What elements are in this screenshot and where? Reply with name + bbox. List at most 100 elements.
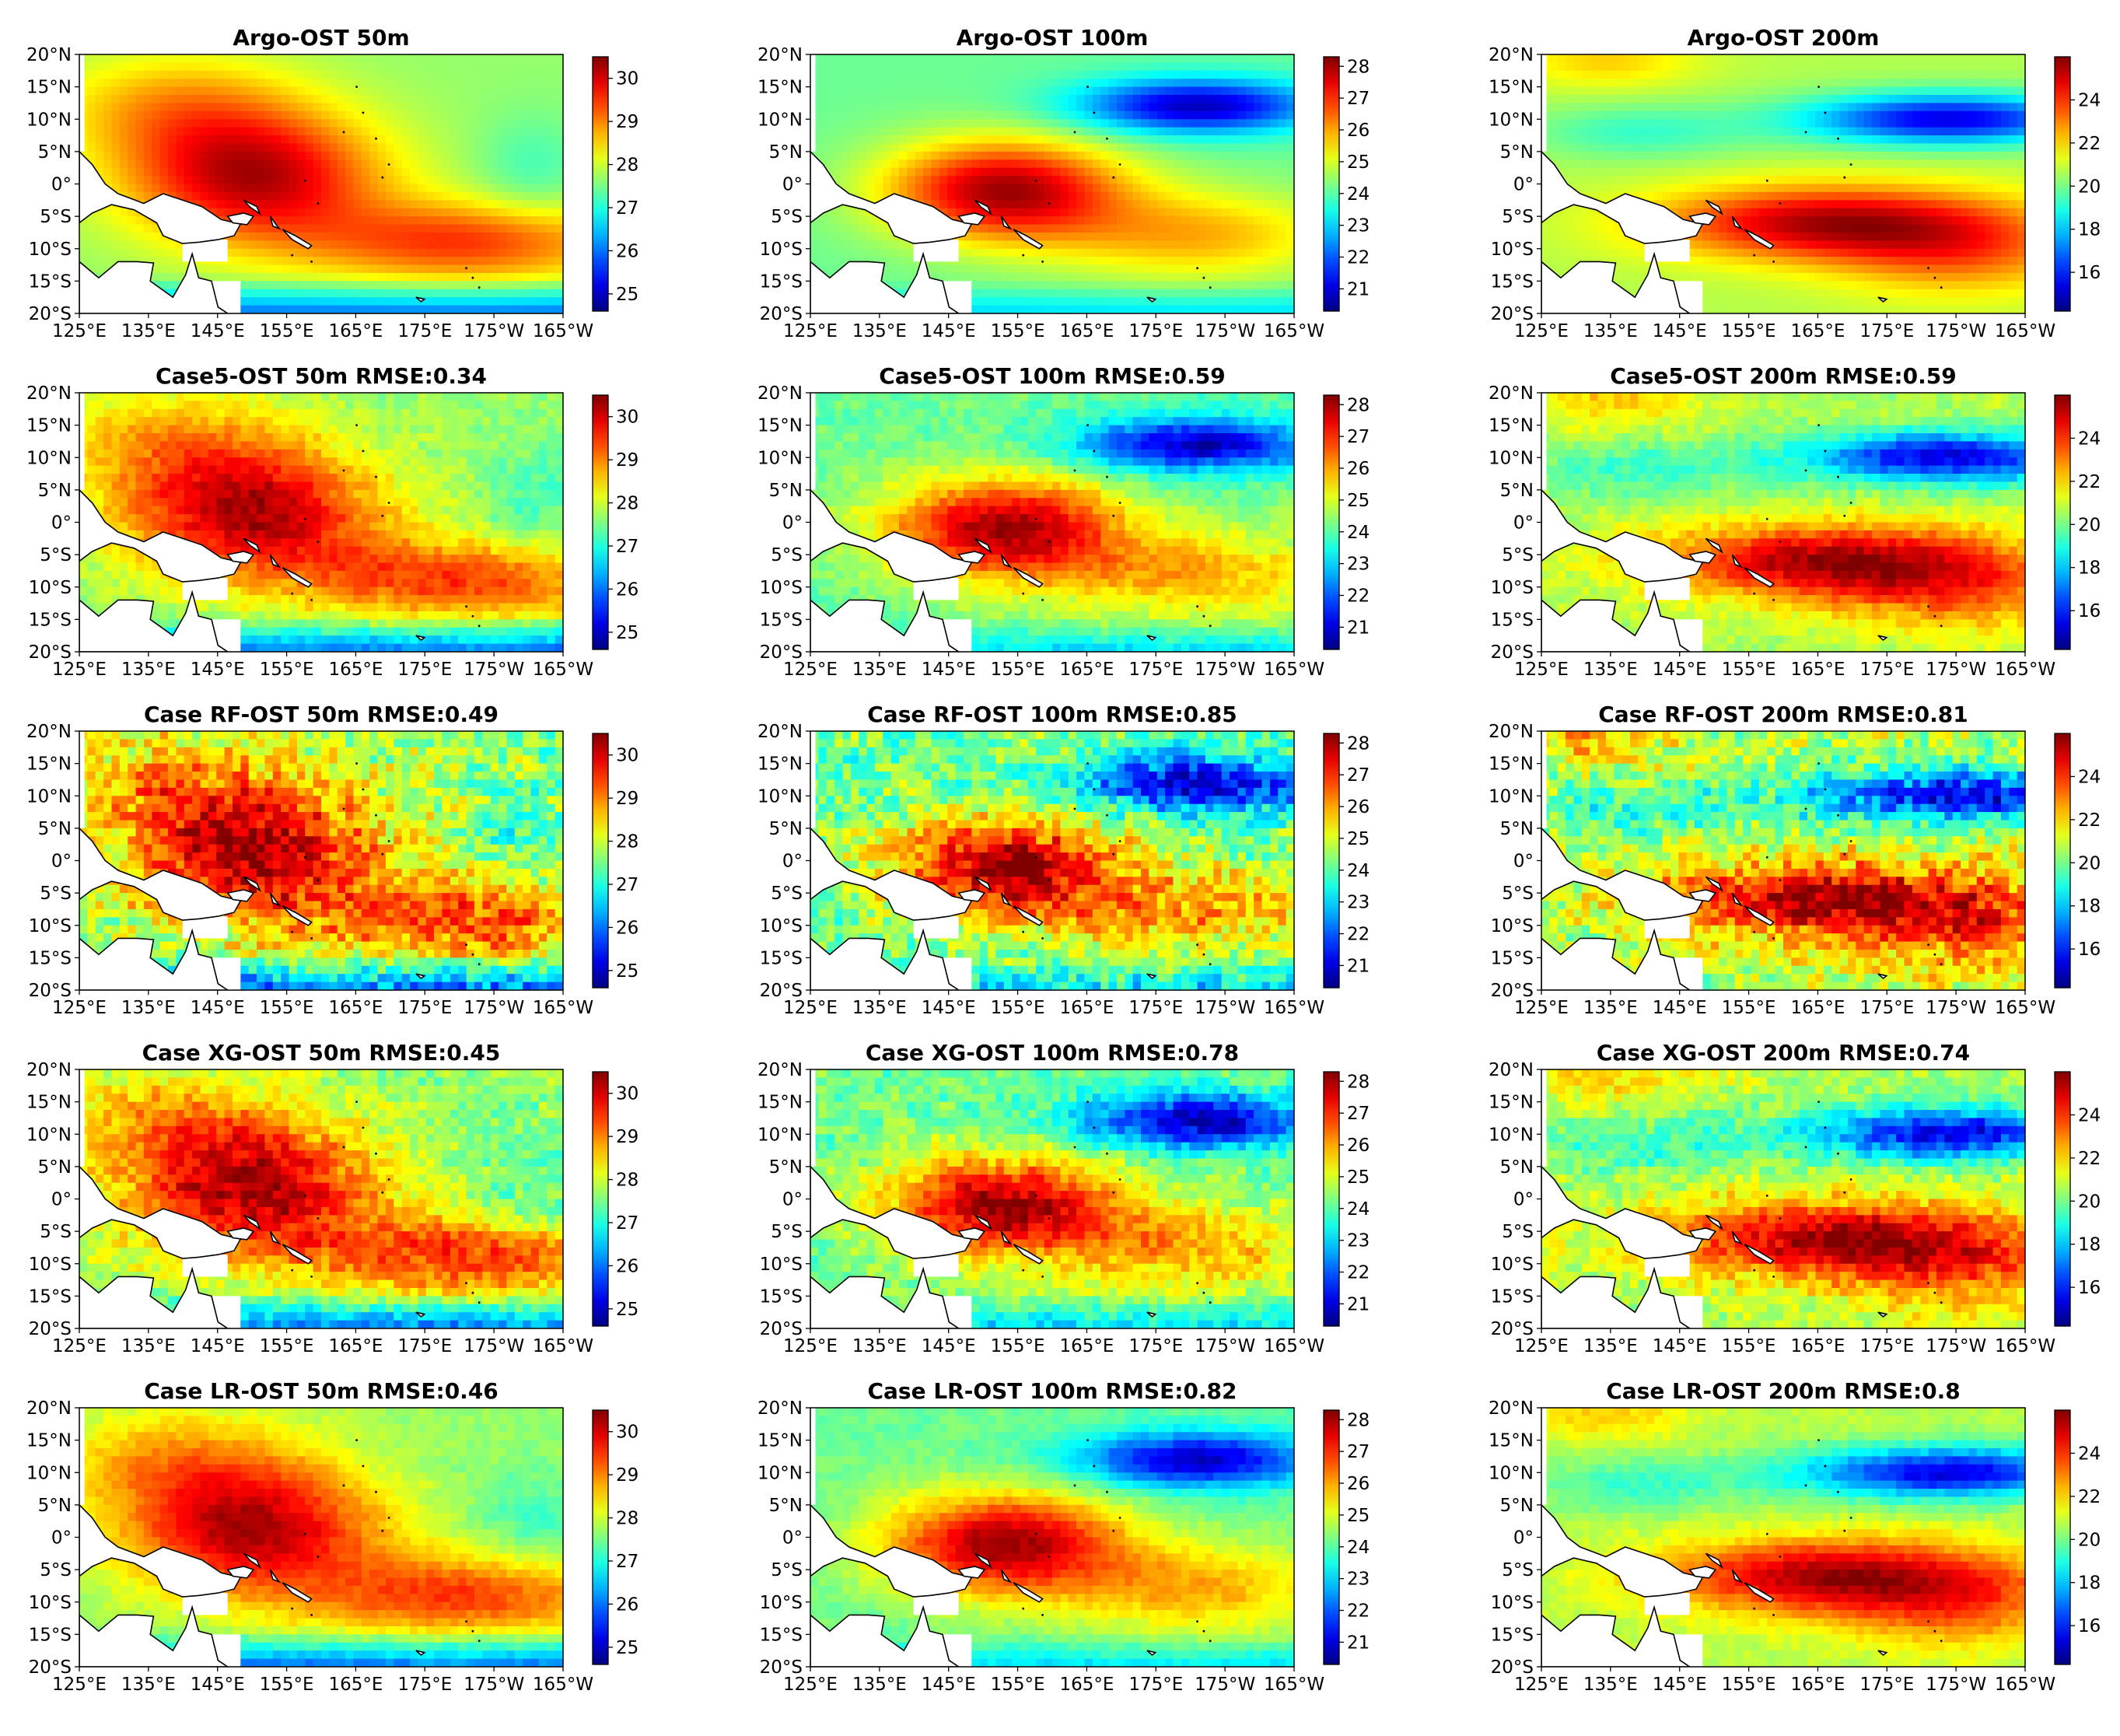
land-outline	[243, 537, 262, 555]
island-marker	[1927, 1282, 1929, 1285]
island-marker	[1940, 1301, 1943, 1304]
lon-tick-label: 135°E	[852, 1336, 907, 1356]
lat-tick-label: 5°N	[38, 819, 72, 839]
island-marker	[1022, 1607, 1025, 1610]
temperature-field	[1541, 1069, 2025, 1328]
lon-tick-label: 165°W	[533, 1675, 593, 1695]
island-marker	[303, 517, 306, 520]
island-marker	[1927, 1620, 1929, 1623]
lat-tick-label: 15°S	[1491, 610, 1534, 630]
colorbar-tick-label: 28	[616, 494, 638, 514]
land-outline	[1541, 251, 1691, 313]
island-marker	[465, 1282, 467, 1285]
colorbar-tick-label: 28	[616, 1171, 638, 1191]
land-outline	[1705, 537, 1724, 555]
island-marker	[465, 605, 467, 608]
colorbar-tick-label: 18	[2078, 897, 2101, 917]
panel-title: Argo-OST 100m	[957, 25, 1149, 51]
land-outline	[810, 150, 973, 244]
island-marker	[1843, 514, 1846, 517]
lat-tick-label: 5°N	[1500, 481, 1534, 501]
lon-tick-label: 125°E	[52, 998, 107, 1018]
land-outline	[1688, 212, 1717, 226]
lat-tick-label: 20°N	[1489, 1398, 1534, 1419]
colorbar: 30 29 28 27 26 25	[592, 1071, 638, 1327]
colorbar: 28 27 26 25 24 23 22 21	[1323, 733, 1370, 989]
lat-tick-label: 15°N	[757, 416, 803, 436]
lon-tick-label: 165°W	[1995, 660, 2055, 680]
island-marker	[1118, 1178, 1121, 1181]
land-outline	[1000, 1230, 1013, 1245]
island-marker	[471, 1291, 474, 1294]
lat-tick-label: 5°S	[771, 1222, 803, 1242]
colorbar-tick-label: 27	[616, 1552, 638, 1572]
island-marker	[1073, 807, 1076, 810]
panel-title: Case XG-OST 200m RMSE:0.74	[1597, 1040, 1970, 1066]
land-outline	[226, 1227, 255, 1241]
land-outline	[810, 251, 960, 313]
island-marker	[291, 1269, 294, 1272]
island-marker	[1804, 807, 1807, 810]
lat-tick-label: 5°N	[1500, 1496, 1534, 1516]
land-outline	[957, 1227, 986, 1241]
land-outline	[1688, 551, 1717, 564]
colorbar-tick-label: 28	[1347, 1410, 1370, 1430]
island-marker	[1843, 1529, 1846, 1532]
panel-title: Argo-OST 200m	[1688, 25, 1880, 51]
lon-tick-label: 175°E	[397, 1336, 452, 1356]
lat-tick-label: 20°N	[1489, 45, 1534, 65]
island-marker	[1086, 86, 1089, 88]
lon-tick-label: 175°W	[464, 1675, 524, 1695]
land-outline	[1705, 1552, 1724, 1570]
colorbar-tick-label: 18	[2078, 1573, 2101, 1594]
land-outline	[974, 1552, 993, 1570]
lat-tick-label: 15°S	[29, 1286, 72, 1307]
lon-tick-label: 155°E	[260, 660, 314, 680]
lat-tick-label: 15°S	[29, 610, 72, 630]
lat-tick-label: 10°N	[26, 1125, 72, 1145]
land-outline	[79, 928, 229, 990]
land-outline	[1744, 905, 1775, 926]
land-outline	[1013, 229, 1044, 250]
island-marker	[1779, 541, 1782, 543]
island-marker	[1112, 1191, 1115, 1194]
colorbar: 30 29 28 27 26 25	[592, 733, 638, 989]
island-marker	[342, 1484, 345, 1487]
lat-tick-label: 15°N	[26, 1093, 72, 1113]
lat-tick-label: 15°S	[760, 948, 803, 968]
island-marker	[1118, 840, 1121, 842]
lat-tick-label: 5°N	[769, 142, 803, 163]
map-panel: Case LR-OST 100m RMSE:0.82 20°N 15°N 10°N 5°…	[757, 1378, 1370, 1695]
island-marker	[1753, 254, 1756, 257]
island-marker	[1209, 625, 1212, 628]
lon-tick-label: 175°W	[1195, 1675, 1255, 1695]
colorbar-tick-label: 20	[2078, 177, 2101, 197]
lat-tick-label: 0°	[51, 1190, 72, 1210]
land-outline	[415, 1311, 426, 1318]
island-marker	[1824, 1465, 1827, 1468]
island-marker	[1034, 1532, 1037, 1535]
island-marker	[291, 930, 294, 933]
island-marker	[471, 276, 474, 279]
land-outline	[282, 905, 313, 926]
island-marker	[1048, 541, 1051, 543]
lat-tick-label: 20°S	[1491, 642, 1534, 663]
lat-tick-label: 10°N	[757, 448, 803, 468]
land-outline	[1146, 973, 1157, 980]
lat-tick-label: 10°S	[1491, 1255, 1534, 1275]
island-marker	[1034, 517, 1037, 520]
panel-title: Case5-OST 200m RMSE:0.59	[1610, 363, 1956, 389]
lat-tick-label: 5°S	[40, 884, 72, 904]
lon-tick-label: 145°E	[1653, 998, 1707, 1018]
island-marker	[387, 840, 390, 842]
lat-tick-label: 10°N	[757, 1463, 803, 1483]
island-marker	[1849, 502, 1852, 504]
island-marker	[1022, 592, 1025, 595]
island-marker	[1837, 475, 1839, 478]
island-marker	[1041, 1276, 1044, 1278]
lat-tick-label: 5°S	[771, 545, 803, 565]
land-outline	[1541, 1165, 1704, 1259]
island-marker	[1106, 137, 1108, 140]
lon-tick-label: 145°E	[191, 1336, 245, 1356]
island-marker	[1118, 1517, 1121, 1519]
